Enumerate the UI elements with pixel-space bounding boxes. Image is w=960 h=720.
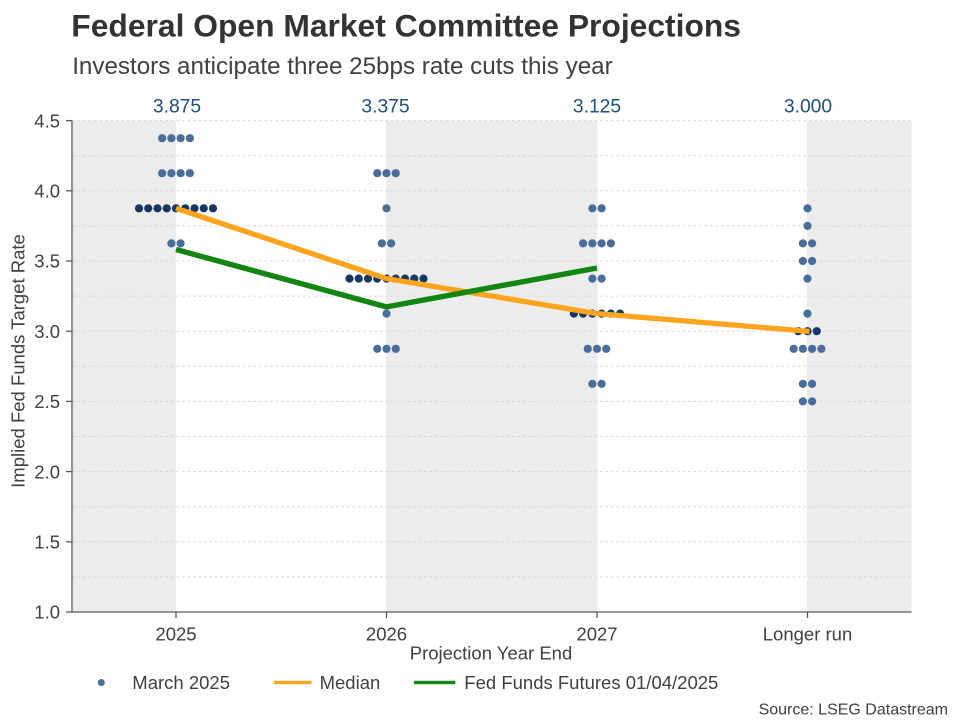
svg-text:1.5: 1.5: [34, 532, 60, 553]
svg-text:3.125: 3.125: [573, 97, 621, 118]
svg-text:3.375: 3.375: [361, 97, 409, 118]
svg-text:Implied Fed Funds Target Rate: Implied Fed Funds Target Rate: [8, 234, 29, 488]
svg-text:Federal Open Market Committee: Federal Open Market Committee Projection…: [71, 8, 741, 44]
svg-text:4.5: 4.5: [34, 110, 60, 131]
svg-text:2027: 2027: [576, 624, 617, 645]
svg-text:March 2025: March 2025: [132, 672, 230, 693]
svg-text:Source: LSEG Datastream: Source: LSEG Datastream: [759, 702, 948, 719]
svg-text:3.875: 3.875: [153, 97, 201, 118]
svg-text:4.0: 4.0: [34, 181, 60, 202]
svg-text:Longer run: Longer run: [763, 624, 852, 645]
svg-text:2026: 2026: [366, 624, 407, 645]
svg-text:1.0: 1.0: [34, 602, 60, 623]
svg-text:Fed Funds Futures 01/04/2025: Fed Funds Futures 01/04/2025: [464, 672, 718, 693]
svg-text:Investors anticipate three 25b: Investors anticipate three 25bps rate cu…: [72, 53, 612, 80]
svg-text:3.0: 3.0: [34, 321, 60, 342]
svg-text:2025: 2025: [155, 624, 196, 645]
svg-text:Projection Year End: Projection Year End: [410, 643, 573, 664]
svg-text:3.5: 3.5: [34, 251, 60, 272]
svg-text:3.000: 3.000: [784, 97, 832, 118]
svg-text:2.5: 2.5: [34, 391, 60, 412]
svg-text:Median: Median: [320, 672, 381, 693]
svg-text:2.0: 2.0: [34, 461, 60, 482]
